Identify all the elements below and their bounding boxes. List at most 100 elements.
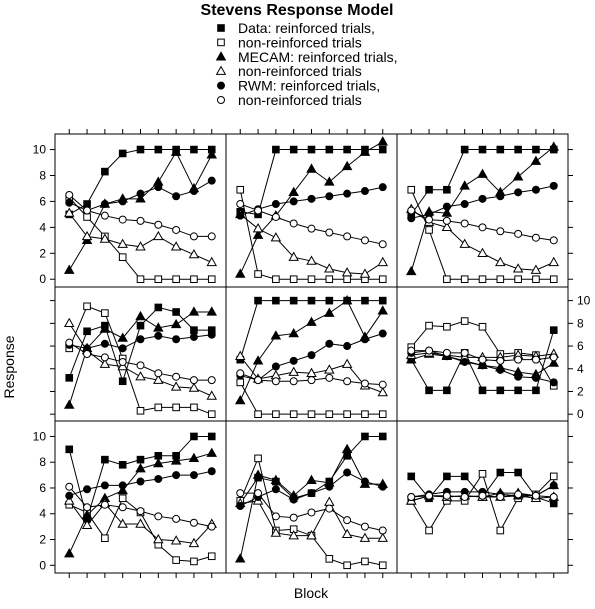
data-point (63, 317, 75, 328)
data-point (289, 410, 298, 418)
data-point (343, 377, 352, 386)
data-point (324, 364, 335, 374)
data-point (172, 225, 181, 234)
data-point (207, 522, 216, 531)
data-point (307, 194, 316, 203)
data-point (441, 207, 453, 217)
panels (54, 133, 569, 574)
data-point (307, 508, 316, 517)
data-point (378, 526, 387, 535)
legend-marker-triangle-open (215, 65, 227, 75)
data-point (234, 394, 246, 405)
data-point (272, 410, 280, 418)
data-point (425, 215, 434, 224)
data-point (118, 503, 127, 512)
data-point (407, 346, 416, 355)
data-point (514, 275, 522, 284)
data-point (63, 495, 75, 505)
data-point (343, 410, 351, 418)
data-point (272, 275, 280, 284)
data-point (254, 489, 263, 498)
series-square-open (65, 302, 216, 418)
data-point (172, 308, 180, 316)
data-point (442, 348, 451, 357)
data-point (83, 200, 91, 208)
data-point (325, 339, 334, 348)
data-point (478, 470, 487, 478)
data-point (378, 561, 387, 570)
panel-3-1 (54, 420, 227, 574)
data-point (170, 318, 182, 329)
data-point (101, 309, 109, 317)
data-point (496, 145, 505, 154)
legend-label: non-reinforced trials (238, 63, 362, 79)
data-point (271, 377, 280, 386)
series-line (410, 189, 554, 280)
data-point (153, 457, 164, 468)
legend-marker-square-open (217, 38, 225, 47)
data-point (117, 518, 128, 528)
data-point (460, 145, 469, 154)
data-point (289, 377, 298, 386)
data-point (206, 306, 218, 316)
data-point (207, 176, 216, 185)
data-point (325, 228, 334, 237)
data-point (172, 556, 180, 564)
data-point (360, 236, 369, 245)
data-point (478, 355, 487, 364)
data-point (206, 447, 218, 457)
series-triangle-filled (63, 306, 218, 409)
data-point (307, 224, 316, 233)
data-point (154, 369, 163, 378)
data-point (289, 296, 298, 305)
data-point (407, 472, 416, 481)
data-point (341, 267, 353, 277)
data-point (272, 296, 280, 305)
data-point (532, 386, 540, 395)
data-point (135, 463, 146, 473)
data-point (341, 295, 353, 305)
data-point (63, 399, 75, 409)
series-square-open (407, 470, 558, 535)
data-point (252, 229, 264, 239)
data-point (81, 509, 93, 519)
data-point (478, 491, 487, 500)
data-point (100, 200, 109, 209)
data-point (496, 192, 505, 201)
data-point (118, 377, 127, 386)
data-point (343, 232, 352, 241)
data-point (117, 332, 128, 342)
data-point (325, 192, 334, 201)
data-point (460, 357, 469, 366)
data-point (378, 482, 387, 491)
data-point (270, 527, 282, 537)
data-point (549, 275, 558, 284)
data-point (190, 403, 198, 412)
y-tick-label: 8 (39, 168, 46, 182)
data-point (154, 512, 163, 521)
data-point (83, 350, 92, 358)
data-point (378, 145, 387, 154)
data-point (136, 507, 145, 516)
data-point (496, 365, 505, 374)
data-point (496, 468, 505, 477)
data-point (496, 386, 505, 395)
data-point (65, 482, 74, 491)
data-point (459, 238, 470, 248)
series-circle-open (65, 190, 216, 241)
data-point (254, 454, 262, 463)
data-point (425, 185, 433, 194)
data-point (549, 481, 558, 490)
data-point (136, 216, 145, 225)
data-point (153, 374, 164, 384)
data-point (325, 410, 334, 418)
data-point (207, 232, 216, 241)
data-point (117, 238, 128, 248)
data-point (118, 344, 127, 353)
series-square-filled (407, 145, 558, 219)
y-tick-label: 2 (39, 246, 46, 260)
data-point (236, 502, 245, 511)
data-point (289, 219, 298, 228)
data-point (271, 200, 280, 209)
series-square-open (407, 185, 558, 284)
